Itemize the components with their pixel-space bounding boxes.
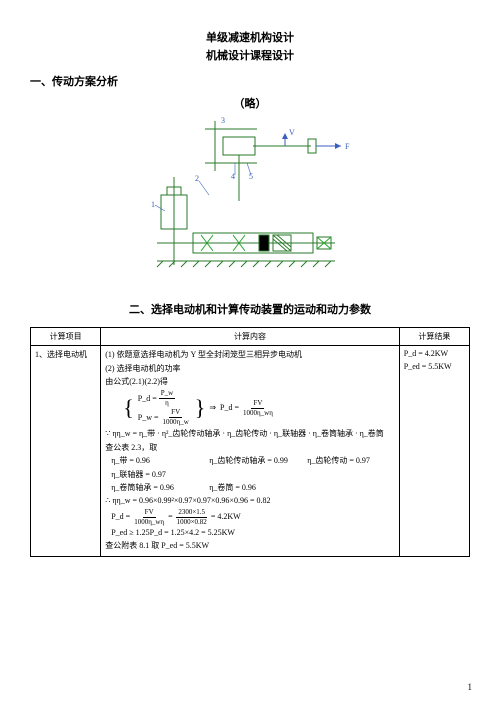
diagram-label-F: F: [345, 142, 350, 151]
line-1: (1) 依题意选择电动机为 Y 型全封闭笼型三相异步电动机: [105, 349, 395, 361]
final-line: 查公附表 8.1 取 P_ed = 5.5KW: [105, 540, 395, 552]
eta-pair-row-2: η_联轴器 = 0.97: [111, 469, 395, 481]
formula-ped: P_ed ≥ 1.25P_d = 1.25×4.2 = 5.25KW: [111, 527, 395, 539]
formula-pd3: P_d = FV1000η_wη = 2300×1.51000×0.82 = 4…: [111, 509, 240, 526]
diagram-label-4: 4: [231, 172, 235, 181]
row1-result: P_d = 4.2KW P_ed = 5.5KW: [399, 346, 469, 557]
title-line-1: 单级减速机构设计: [30, 30, 470, 48]
title-line-2: 机械设计课程设计: [30, 48, 470, 66]
calculation-table: 计算项目 计算内容 计算结果 1、选择电动机 (1) 依题意选择电动机为 Y 型…: [30, 327, 470, 557]
eta-chain: ∵ ηη_w = η_带 · η²_齿轮传动轴承 · η_齿轮传动 · η_联轴…: [105, 428, 395, 440]
page-number: 1: [468, 682, 473, 692]
row1-item: 1、选择电动机: [31, 346, 101, 557]
result-pd: P_d = 4.2KW: [404, 349, 465, 358]
section-1-heading: 一、传动方案分析: [30, 73, 470, 89]
eta-pair-row-1: η_带 = 0.96 η_齿轮传动轴承 = 0.99 η_齿轮传动 = 0.97: [111, 455, 395, 467]
row1-content: (1) 依题意选择电动机为 Y 型全封闭笼型三相异步电动机 (2) 选择电动机的…: [101, 346, 400, 557]
diagram-label-V: V: [289, 128, 295, 137]
th-item: 计算项目: [31, 328, 101, 346]
therefore-line: ∴ ηη_w = 0.96×0.99²×0.97×0.97×0.96×0.96 …: [105, 495, 395, 507]
diagram-svg: 1 2 3 4 5 V F: [135, 115, 365, 275]
section-2-heading: 二、选择电动机和计算传动装置的运动和动力参数: [30, 301, 470, 317]
transmission-diagram: 1 2 3 4 5 V F: [30, 115, 470, 275]
th-result: 计算结果: [399, 328, 469, 346]
line-3: 由公式(2.1)(2.2)得: [105, 376, 395, 388]
diagram-label-3: 3: [221, 116, 225, 125]
section-1-omit: （略）: [30, 95, 470, 111]
title-block: 单级减速机构设计 机械设计课程设计: [30, 30, 470, 65]
result-ped: P_ed = 5.5KW: [404, 362, 465, 371]
diagram-label-5: 5: [249, 172, 253, 181]
formula-pd-pw: { P_d = P_wη P_w = FV1000η_w } ⇒: [123, 390, 395, 426]
lookup-line: 查公表 2.3，取: [105, 442, 395, 454]
diagram-label-1: 1: [151, 200, 155, 209]
eta-pair-row-3: η_卷筒轴承 = 0.96 η_卷筒 = 0.96: [111, 482, 395, 494]
diagram-label-2: 2: [195, 174, 199, 183]
line-2: (2) 选择电动机的功率: [105, 363, 395, 375]
th-content: 计算内容: [101, 328, 400, 346]
